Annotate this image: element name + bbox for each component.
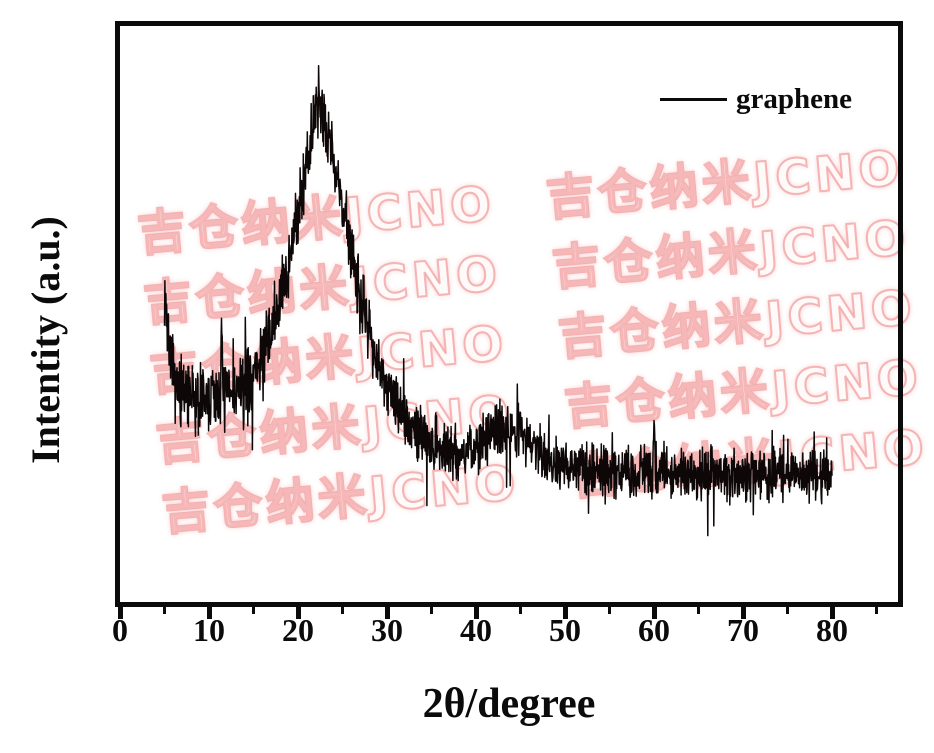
x-axis-major-tick	[206, 606, 212, 619]
x-tick-label: 60	[638, 612, 670, 648]
plot-frame	[115, 21, 903, 607]
x-axis-minor-tick	[875, 606, 878, 614]
x-axis-major-tick	[117, 606, 123, 619]
x-axis-minor-tick	[430, 606, 433, 614]
x-axis-minor-tick	[697, 606, 700, 614]
graphene-curve	[163, 65, 833, 537]
x-axis-major-tick	[829, 606, 835, 619]
x-tick-label: 40	[460, 612, 492, 648]
x-axis-minor-tick	[786, 606, 789, 614]
xrd-trace-plot	[163, 65, 833, 537]
x-axis-minor-tick	[163, 606, 166, 614]
x-axis-major-tick	[384, 606, 390, 619]
x-axis-major-tick	[562, 606, 568, 619]
x-tick-label: 0	[112, 612, 128, 648]
y-axis-title: Intentity (a.u.)	[23, 216, 68, 464]
x-tick-label: 10	[193, 612, 225, 648]
x-tick-label: 20	[282, 612, 314, 648]
x-axis-minor-tick	[608, 606, 611, 614]
x-tick-label: 70	[727, 612, 759, 648]
legend: graphene	[660, 82, 852, 116]
x-axis-title: 2θ/degree	[422, 681, 596, 727]
x-axis-minor-tick	[252, 606, 255, 614]
x-axis-minor-tick	[519, 606, 522, 614]
x-axis-major-tick	[295, 606, 301, 619]
x-tick-label: 50	[549, 612, 581, 648]
x-axis-major-tick	[473, 606, 479, 619]
legend-line-sample	[660, 97, 727, 101]
x-tick-label: 30	[371, 612, 403, 648]
x-axis-minor-tick	[341, 606, 344, 614]
x-axis-major-tick	[740, 606, 746, 619]
x-axis-major-tick	[651, 606, 657, 619]
x-tick-label: 80	[816, 612, 848, 648]
legend-label: graphene	[736, 82, 852, 115]
